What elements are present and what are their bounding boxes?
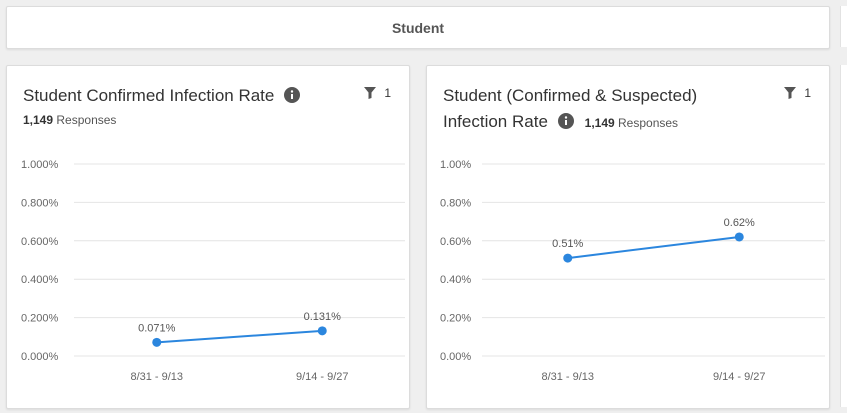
x-tick-label: 8/31 - 9/13 [130,371,183,383]
data-point [734,232,744,242]
card-title-line-2: Infection Rate [443,112,548,131]
response-count-value: 1,149 [584,116,615,130]
filter-button[interactable]: 1 [784,86,811,100]
info-icon[interactable] [557,111,574,137]
card-title: Student (Confirmed & Suspected) Infectio… [443,83,697,137]
response-count: 1,149 Responses [23,113,116,127]
y-tick-label: 0.80% [440,197,471,209]
y-tick-label: 1.000% [21,159,59,171]
section-title: Student [391,19,445,36]
y-tick-label: 1.00% [440,159,471,171]
data-label: 0.51% [552,238,583,250]
y-tick-label: 0.800% [21,197,59,209]
series-line [567,235,740,260]
response-count: 1,149 Responses [585,116,678,130]
data-label: 0.071% [138,322,176,334]
x-tick-label: 9/14 - 9/27 [713,371,766,383]
data-label: 0.62% [724,217,755,229]
card-title: Student Confirmed Infection Rate [23,83,301,111]
y-tick-label: 0.000% [21,351,59,363]
section-header: Student [6,6,830,49]
y-tick-label: 0.200% [21,313,59,325]
filter-count: 1 [384,86,391,100]
card-title-line-1: Student (Confirmed & Suspected) [443,86,698,105]
y-tick-label: 0.20% [440,313,471,325]
right-edge-panel [840,65,847,407]
filter-count: 1 [804,86,811,100]
y-tick-label: 0.60% [440,236,471,248]
series-line [156,329,323,344]
y-tick-label: 0.40% [440,274,471,286]
filter-icon [784,87,797,99]
chart-card-confirmed: Student Confirmed Infection Rate 1,149 R… [6,65,410,409]
chart-card-confirmed-suspected: Student (Confirmed & Suspected) Infectio… [426,65,830,409]
y-tick-label: 0.400% [21,274,59,286]
line-chart: 0.000% 0.200% 0.400% 0.600% 0.800% 1.000% 8/31… [21,159,405,383]
response-count-value: 1,149 [23,113,54,127]
y-tick-label: 0.00% [440,351,471,363]
filter-icon [364,87,377,99]
card-title-text: Student Confirmed Infection Rate [23,86,275,105]
data-point [152,337,162,347]
right-edge-panel [840,6,847,47]
line-chart: 0.00% 0.20% 0.40% 0.60% 0.80% 1.00% 8/31 - 9/1… [440,159,825,383]
x-tick-label: 9/14 - 9/27 [296,371,349,383]
info-icon[interactable] [284,85,301,111]
x-tick-label: 8/31 - 9/13 [541,371,594,383]
filter-button[interactable]: 1 [364,86,391,100]
y-tick-label: 0.600% [21,236,59,248]
data-point [563,253,573,263]
data-point [317,326,327,336]
response-count-label: Responses [618,116,679,130]
response-count-label: Responses [56,113,117,127]
data-label: 0.131% [304,311,342,323]
